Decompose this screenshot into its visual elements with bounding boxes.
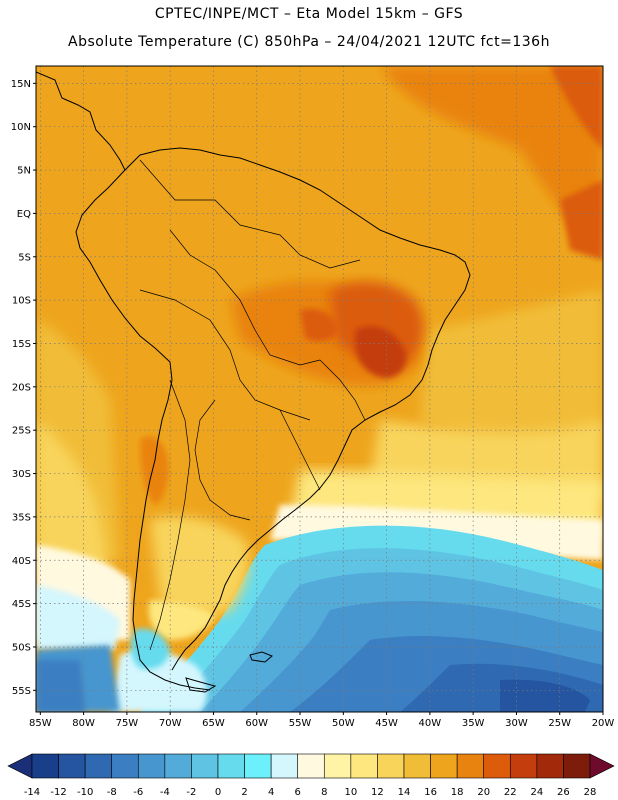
colorbar-swatch: [59, 754, 86, 778]
lon-label: 20W: [592, 718, 615, 729]
colorbar-label: 12: [371, 787, 384, 798]
colorbar: [8, 754, 614, 778]
lat-label: 45S: [12, 599, 31, 610]
lon-label: 70W: [159, 718, 182, 729]
colorbar-swatch: [484, 754, 511, 778]
colorbar-swatch: [218, 754, 245, 778]
longitude-labels: 85W 80W 75W 70W 65W 60W 55W 50W 45W 40W 35W 30W 25W 2…: [29, 712, 614, 729]
lat-label: 30S: [12, 469, 31, 480]
colorbar-swatch: [112, 754, 139, 778]
colorbar-label: 18: [451, 787, 464, 798]
lon-label: 60W: [245, 718, 268, 729]
colorbar-label: 24: [530, 787, 543, 798]
colorbar-label: 20: [477, 787, 490, 798]
colorbar-label: 8: [321, 787, 327, 798]
colorbar-swatch: [298, 754, 325, 778]
colorbar-swatch: [165, 754, 192, 778]
colorbar-swatch: [32, 754, 59, 778]
colorbar-label: -6: [133, 787, 143, 798]
colorbar-label: -8: [107, 787, 117, 798]
lat-label: 10S: [12, 296, 31, 307]
colorbar-label: 16: [424, 787, 437, 798]
colorbar-label: -12: [50, 787, 66, 798]
lon-label: 35W: [462, 718, 485, 729]
colorbar-label: 14: [398, 787, 411, 798]
colorbar-label: -14: [24, 787, 40, 798]
colorbar-label: -4: [160, 787, 170, 798]
colorbar-swatch: [138, 754, 165, 778]
lat-label: 20S: [12, 382, 31, 393]
lon-label: 85W: [29, 718, 52, 729]
colorbar-swatch: [537, 754, 564, 778]
lat-label: 35S: [12, 512, 31, 523]
lon-label: 80W: [72, 718, 95, 729]
colorbar-swatch: [351, 754, 378, 778]
lon-label: 40W: [419, 718, 442, 729]
lon-label: 55W: [289, 718, 312, 729]
colorbar-label: -10: [77, 787, 93, 798]
lat-label: 15N: [11, 79, 31, 90]
lat-label: 5N: [17, 166, 31, 177]
colorbar-swatch: [457, 754, 484, 778]
lat-label: 10N: [11, 122, 31, 133]
colorbar-swatch: [85, 754, 112, 778]
colorbar-label: 28: [584, 787, 597, 798]
latitude-labels: 15N 10N 5N EQ 5S 10S 15S 20S 25S 30S 35S 40S 45S 50S 5…: [11, 79, 36, 697]
colorbar-swatch: [510, 754, 537, 778]
colorbar-labels: -14 -12 -10 -8 -6 -4 -2 0 2 4 6 8 10 12 14 16 18 20 22 24 26…: [24, 787, 597, 798]
lon-label: 45W: [375, 718, 398, 729]
colorbar-swatch: [377, 754, 404, 778]
lon-label: 65W: [202, 718, 225, 729]
colorbar-low-arrow: [8, 754, 32, 778]
colorbar-swatch: [431, 754, 458, 778]
lat-label: 25S: [12, 426, 31, 437]
colorbar-high-arrow: [590, 754, 614, 778]
lat-label: 55S: [12, 686, 31, 697]
colorbar-swatch: [324, 754, 351, 778]
lon-label: 25W: [548, 718, 571, 729]
lat-label: 5S: [18, 252, 31, 263]
colorbar-label: -2: [186, 787, 196, 798]
lon-label: 30W: [505, 718, 528, 729]
lat-label: 40S: [12, 556, 31, 567]
colorbar-label: 2: [241, 787, 247, 798]
colorbar-label: 6: [295, 787, 301, 798]
colorbar-label: 26: [557, 787, 570, 798]
colorbar-label: 4: [268, 787, 274, 798]
colorbar-swatch: [563, 754, 590, 778]
lon-label: 75W: [116, 718, 139, 729]
lon-label: 50W: [332, 718, 355, 729]
lat-label: EQ: [17, 209, 31, 220]
lat-label: 50S: [12, 642, 31, 653]
colorbar-label: 22: [504, 787, 517, 798]
colorbar-swatch: [404, 754, 431, 778]
colorbar-swatch: [191, 754, 218, 778]
colorbar-swatch: [245, 754, 272, 778]
colorbar-swatch: [271, 754, 298, 778]
lat-label: 15S: [12, 339, 31, 350]
colorbar-label: 0: [215, 787, 221, 798]
colorbar-label: 10: [344, 787, 357, 798]
